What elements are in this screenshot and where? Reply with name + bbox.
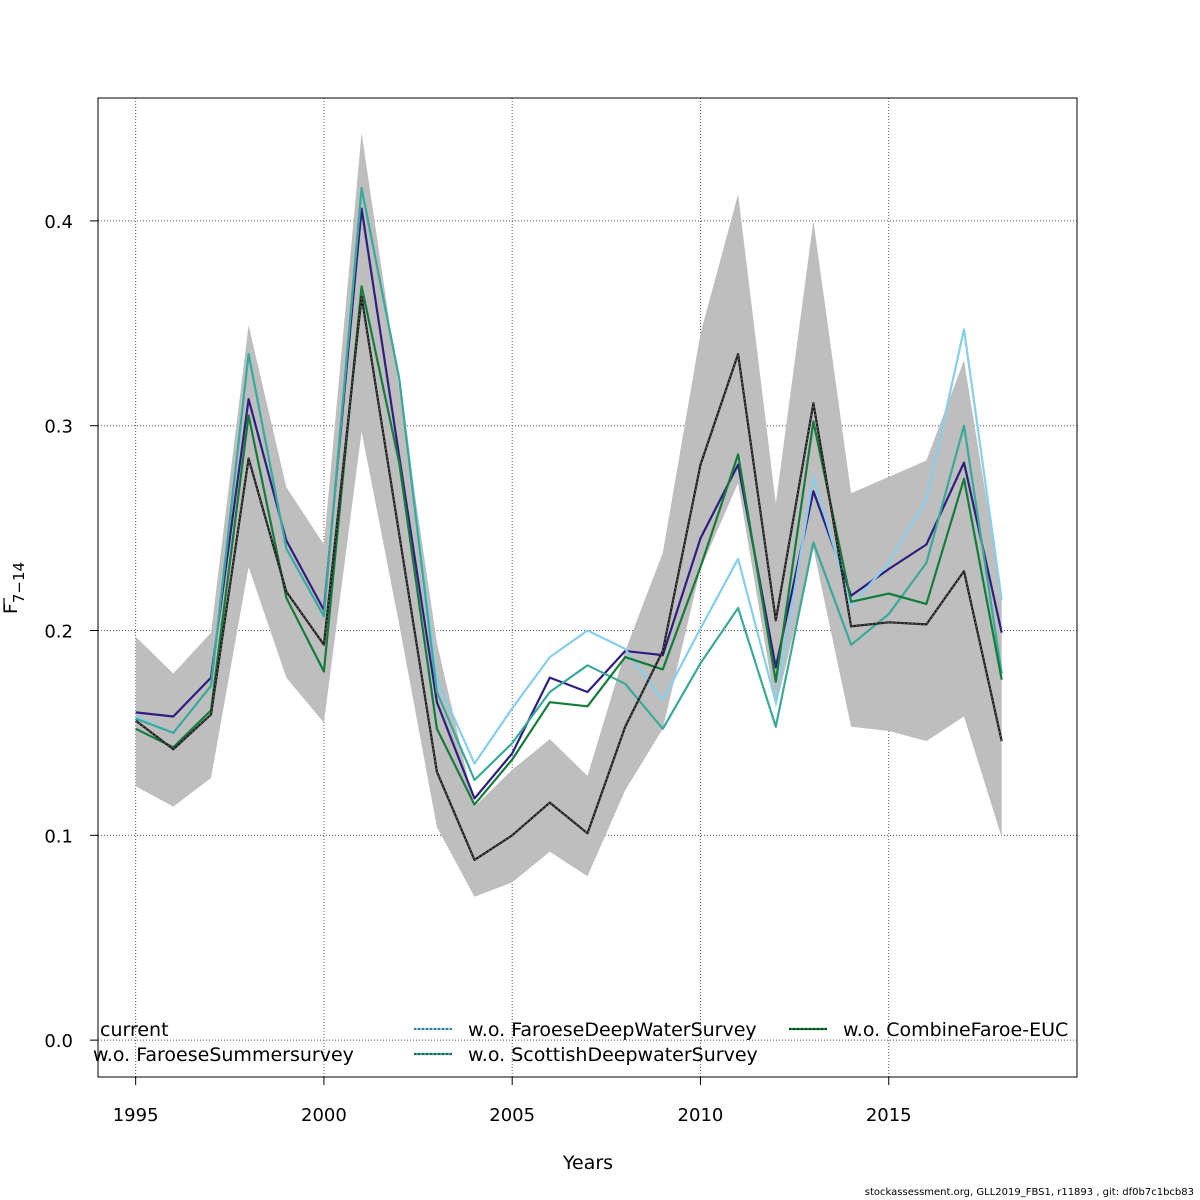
axes: 1995 2000 2005 2010 2015 0.0 0.1 0.2 0.3 0.4 xyxy=(44,97,1078,1126)
x-tick-label: 2005 xyxy=(489,1105,535,1126)
x-tick-label: 2000 xyxy=(301,1105,347,1126)
confidence-band-area xyxy=(135,132,1002,897)
legend: current w.o. FaroeseSummersurvey w.o. Faro… xyxy=(93,1019,1068,1066)
y-tick-label: 0.3 xyxy=(44,417,73,438)
legend-label: w.o. FaroeseSummersurvey xyxy=(93,1044,354,1066)
y-tick-label: 0.2 xyxy=(44,622,73,643)
y-axis-title-main: F xyxy=(0,603,22,614)
legend-label: w.o. ScottishDeepwaterSurvey xyxy=(468,1044,758,1066)
svg-text:F7−14: F7−14 xyxy=(0,562,28,614)
legend-label: current xyxy=(100,1019,169,1041)
x-tick-label: 1995 xyxy=(113,1105,159,1126)
series-lines xyxy=(135,187,1003,862)
plot-frame xyxy=(97,97,1078,1078)
series-line-w-o-scottishdeepwatersurvey xyxy=(135,187,1003,782)
legend-label: w.o. CombineFaroe-EUC xyxy=(843,1019,1068,1041)
y-tick-label: 0.0 xyxy=(44,1031,73,1052)
x-axis-title: Years xyxy=(562,1152,613,1174)
y-axis-title: F7−14 xyxy=(0,562,28,614)
x-tick-label: 2015 xyxy=(866,1105,912,1126)
y-axis-title-subscript: 7−14 xyxy=(10,562,28,603)
x-tick-label: 2010 xyxy=(678,1105,724,1126)
legend-label: w.o. FaroeseDeepWaterSurvey xyxy=(468,1019,757,1041)
axis-titles: Years F7−14 xyxy=(0,562,613,1174)
y-tick-label: 0.1 xyxy=(44,826,73,847)
confidence-band xyxy=(135,132,1002,897)
series-line-current-dots xyxy=(135,296,1003,861)
y-tick-label: 0.4 xyxy=(44,212,73,233)
footnote: stockassessment.org, GLL2019_FBS1, r1189… xyxy=(864,1187,1194,1198)
